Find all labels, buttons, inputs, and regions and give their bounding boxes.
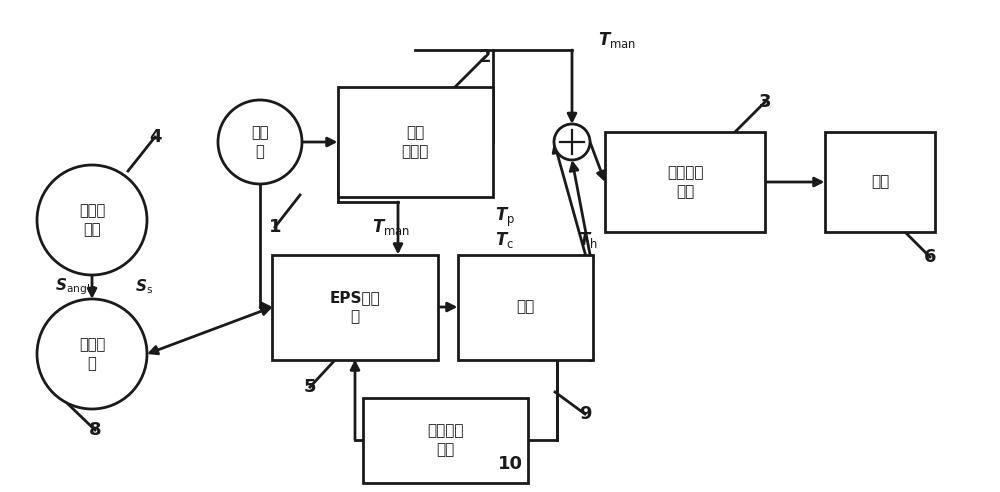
Bar bbox=[272, 254, 438, 360]
Text: 齿轮传动
机构: 齿轮传动 机构 bbox=[667, 165, 703, 199]
Text: 车轮: 车轮 bbox=[871, 175, 889, 189]
Text: $\boldsymbol{T}_{\rm h}$: $\boldsymbol{T}_{\rm h}$ bbox=[578, 230, 598, 250]
Text: $\boldsymbol{S}_{\rm s}$: $\boldsymbol{S}_{\rm s}$ bbox=[135, 277, 153, 296]
Text: 8: 8 bbox=[89, 421, 101, 439]
Text: 10: 10 bbox=[497, 455, 522, 473]
Text: 电机: 电机 bbox=[516, 300, 534, 314]
Text: 1: 1 bbox=[269, 218, 281, 236]
Text: 行车电
脑: 行车电 脑 bbox=[79, 337, 105, 371]
Bar bbox=[825, 132, 935, 232]
Text: 3: 3 bbox=[759, 93, 771, 111]
Text: 5: 5 bbox=[304, 378, 316, 396]
Text: $\boldsymbol{T}_{\rm man}$: $\boldsymbol{T}_{\rm man}$ bbox=[372, 217, 410, 237]
Text: 扭矩
传感器: 扭矩 传感器 bbox=[401, 125, 429, 159]
Circle shape bbox=[37, 299, 147, 409]
Text: EPS状态
机: EPS状态 机 bbox=[330, 290, 380, 324]
Circle shape bbox=[218, 100, 302, 184]
Text: 6: 6 bbox=[924, 248, 936, 266]
Text: 方向
盘: 方向 盘 bbox=[251, 125, 269, 159]
Bar bbox=[338, 87, 493, 197]
Text: $\boldsymbol{S}_{\rm angle}$: $\boldsymbol{S}_{\rm angle}$ bbox=[55, 277, 97, 297]
Bar bbox=[458, 254, 592, 360]
Text: 4: 4 bbox=[149, 128, 161, 146]
Text: 9: 9 bbox=[579, 405, 591, 423]
Text: $\boldsymbol{T}_{\rm c}$: $\boldsymbol{T}_{\rm c}$ bbox=[495, 230, 514, 250]
Bar bbox=[362, 398, 528, 483]
Circle shape bbox=[554, 124, 590, 160]
Text: $\boldsymbol{T}_{\rm p}$: $\boldsymbol{T}_{\rm p}$ bbox=[495, 205, 515, 229]
Text: 电机信号
模块: 电机信号 模块 bbox=[427, 423, 463, 457]
Circle shape bbox=[37, 165, 147, 275]
Bar bbox=[605, 132, 765, 232]
Text: $\boldsymbol{T}_{\rm man}$: $\boldsymbol{T}_{\rm man}$ bbox=[598, 30, 636, 50]
Text: 外部传
感器: 外部传 感器 bbox=[79, 203, 105, 237]
Text: 2: 2 bbox=[479, 48, 491, 66]
